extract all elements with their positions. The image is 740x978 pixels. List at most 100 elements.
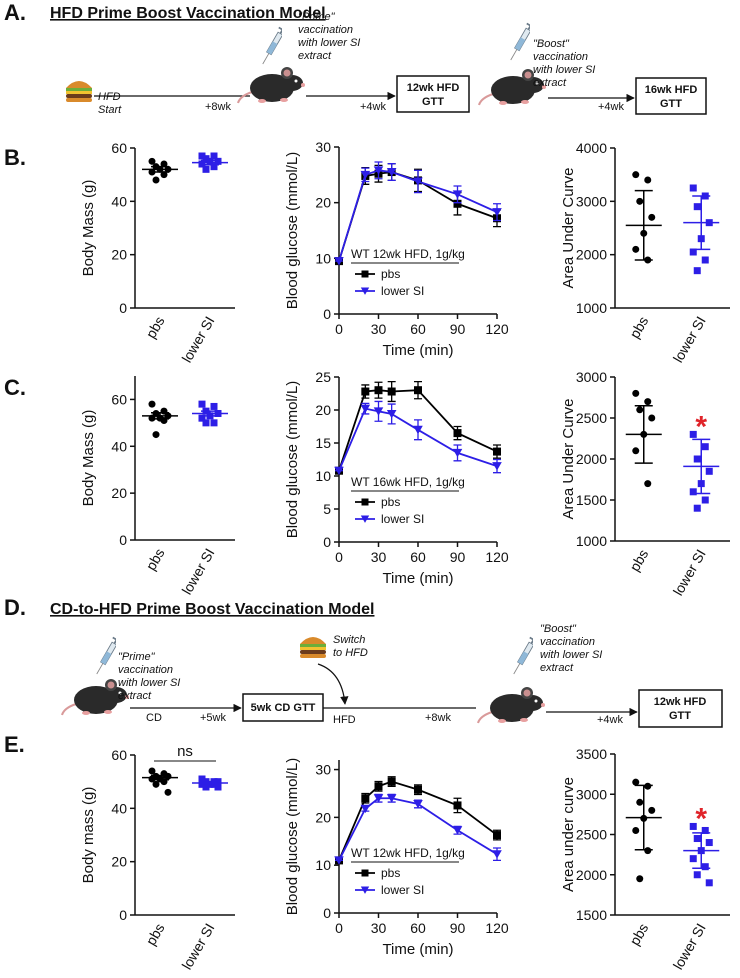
- chart: 1000 2000 3000 4000 Area Under Curve pbs lower…: [560, 140, 730, 365]
- data-point: [148, 400, 156, 408]
- data-point: [689, 488, 697, 496]
- legend-marker: [361, 869, 369, 877]
- y-tick-label: 15: [315, 435, 331, 451]
- annotation: *: [695, 802, 707, 835]
- timeline-text: with lower SI: [298, 37, 360, 49]
- data-point: [632, 447, 640, 455]
- y-tick-label: 2000: [576, 451, 607, 467]
- legend-marker: [361, 270, 369, 278]
- y-tick-label: 60: [111, 747, 127, 763]
- box-text: 16wk HFD: [645, 84, 698, 96]
- box-text: GTT: [660, 98, 682, 110]
- data-point: [632, 389, 640, 397]
- data-point: [373, 166, 384, 175]
- arrow: [317, 663, 349, 705]
- y-tick-label: 1500: [576, 907, 607, 923]
- data-point: [160, 160, 168, 168]
- y-axis-label: Blood glucose (mmol/L): [284, 152, 301, 310]
- data-point: [636, 406, 644, 414]
- timeline-a: HFD Prime Boost Vaccination Model HFD St…: [50, 5, 707, 116]
- data-point: [373, 407, 384, 416]
- y-axis-label: Area under curve: [560, 777, 577, 892]
- data-point: [644, 480, 652, 488]
- data-point: [636, 798, 644, 806]
- data-point: [198, 775, 206, 783]
- x-axis-label: Time (min): [382, 570, 453, 587]
- timeline-text: Switch: [333, 634, 365, 646]
- data-point: [148, 157, 156, 165]
- data-point: [360, 170, 371, 180]
- data-point: [413, 177, 423, 186]
- data-point: [453, 199, 462, 208]
- data-point: [493, 831, 501, 840]
- timeline-text: +4wk: [598, 101, 624, 113]
- error-bar: [634, 784, 653, 851]
- x-tick-label: lower SI: [670, 921, 709, 973]
- panel-labels: A. B. C. D. E.: [4, 0, 26, 757]
- data-point: [644, 847, 652, 855]
- y-axis-label: Body Mass (g): [80, 180, 97, 277]
- error-bar: [201, 410, 219, 417]
- timeline-text: extract: [118, 690, 152, 702]
- data-point: [452, 190, 463, 199]
- y-tick-label: 10: [315, 857, 331, 873]
- data-point: [689, 822, 697, 830]
- x-axis-label: Time (min): [382, 941, 453, 958]
- timeline-text: to HFD: [333, 647, 368, 659]
- legend-title: WT 16wk HFD, 1g/kg: [351, 475, 465, 489]
- data-point: [373, 794, 384, 803]
- x-tick-label: lower SI: [670, 314, 709, 366]
- timeline-d: CD-to-HFD Prime Boost Vaccination Model …: [50, 601, 723, 728]
- y-tick-label: 0: [119, 907, 127, 923]
- chart: 0 20 40 60 Body mass (g) pbs lower SI ns: [80, 743, 235, 972]
- timeline-text: extract: [533, 77, 567, 89]
- x-tick-label: pbs: [142, 546, 167, 574]
- legend-marker: [360, 515, 370, 523]
- data-point: [210, 402, 218, 410]
- y-tick-label: 20: [111, 485, 127, 501]
- timeline-text: +8wk: [205, 101, 231, 113]
- data-point: [214, 783, 222, 791]
- data-point: [632, 171, 640, 179]
- x-tick-label: lower SI: [178, 546, 217, 598]
- y-tick-label: 30: [315, 762, 331, 778]
- data-point: [334, 257, 344, 266]
- data-point: [334, 856, 344, 865]
- error-bar: [692, 832, 711, 870]
- data-point: [705, 467, 713, 475]
- data-point: [334, 466, 344, 476]
- x-tick-label: 30: [371, 920, 387, 936]
- data-point: [413, 799, 423, 809]
- data-point: [386, 794, 397, 803]
- y-tick-label: 40: [111, 438, 127, 454]
- data-point: [701, 443, 709, 451]
- data-point: [386, 409, 397, 419]
- panel-label: C.: [4, 375, 26, 400]
- data-point: [360, 404, 371, 414]
- data-point: [636, 197, 644, 205]
- data-point: [210, 163, 218, 171]
- data-point: [386, 168, 397, 177]
- data-point: [648, 414, 656, 422]
- legend-title: WT 12wk HFD, 1g/kg: [351, 247, 465, 261]
- timeline-text: "Boost": [533, 38, 570, 50]
- timeline-text: Start: [98, 104, 122, 116]
- legend-label: pbs: [381, 267, 400, 281]
- timeline-text: with lower SI: [540, 649, 602, 661]
- data-point: [689, 855, 697, 863]
- panel-label: B.: [4, 145, 26, 170]
- data-point: [214, 157, 222, 165]
- mouse-icon: [237, 66, 306, 104]
- annotation: *: [695, 410, 707, 443]
- x-tick-label: 0: [335, 549, 343, 565]
- x-tick-label: pbs: [626, 547, 651, 575]
- gtt-box: [638, 689, 723, 728]
- data-point: [701, 496, 709, 504]
- data-point: [689, 430, 697, 438]
- chart: 0 10 20 30 Blood glucose (mmol/L) 0 30 60 90 120 T…: [284, 139, 509, 359]
- data-point: [648, 806, 656, 814]
- data-point: [202, 419, 210, 427]
- x-tick-label: 90: [450, 549, 466, 565]
- timeline-text: vaccination: [533, 51, 588, 63]
